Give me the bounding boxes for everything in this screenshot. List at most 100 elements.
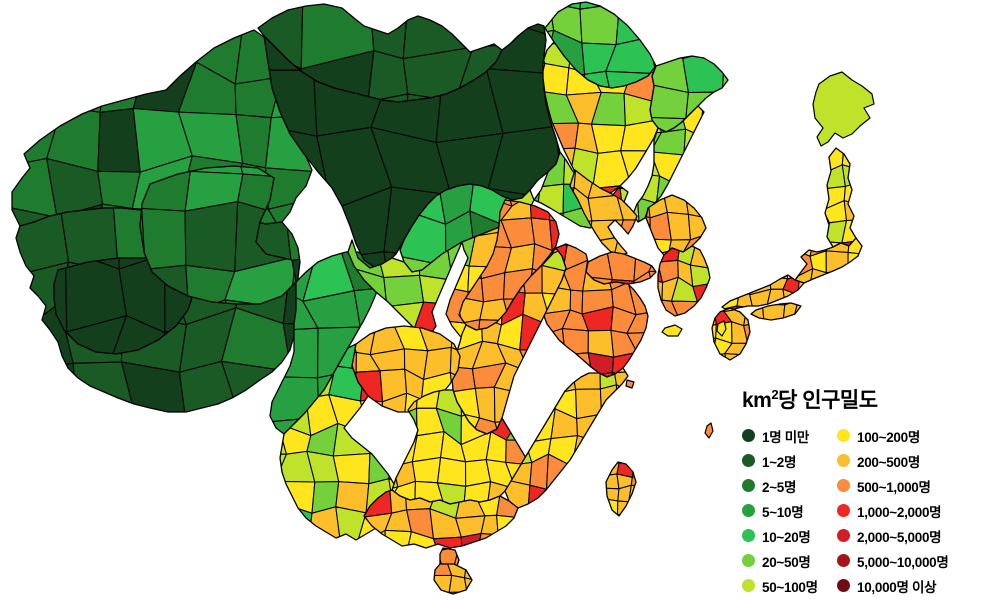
legend-item: 10~20명 — [742, 523, 837, 548]
map-county-cell — [606, 514, 619, 516]
map-county-cell — [544, 328, 566, 356]
legend: km2당 인구밀도 1명 미만 1~2명 2~5명 5~10명 10~20명 20~50명… — [706, 384, 988, 598]
map-county-cell — [687, 213, 706, 241]
map-county-cell — [606, 462, 622, 464]
map-county-cell — [656, 376, 675, 399]
map-county-cell — [528, 511, 557, 526]
map-county-cell — [0, 151, 11, 213]
map-county-cell — [591, 524, 624, 557]
map-county-cell — [858, 238, 862, 242]
legend-item-label: 1,000~2,000명 — [857, 504, 942, 520]
map-county-cell — [590, 123, 626, 154]
map-county-cell — [462, 481, 492, 504]
map-county-cell — [592, 499, 605, 516]
map-county-cell — [545, 486, 577, 508]
map-county-cell — [570, 485, 602, 502]
map-county-cell — [434, 591, 450, 594]
map-county-cell — [699, 181, 704, 204]
map-zone-tsushima — [716, 320, 727, 337]
map-county-cell — [794, 313, 801, 320]
map-county-cell — [579, 3, 621, 46]
map-county-cell — [619, 440, 628, 463]
map-county-cell — [12, 65, 13, 122]
map-county-cell — [816, 322, 837, 341]
map-county-cell — [606, 474, 608, 491]
map-county-cell — [721, 91, 728, 125]
map-county-cell — [689, 314, 710, 316]
map-county-cell — [122, 431, 188, 485]
map-county-cell — [828, 288, 845, 308]
map-county-cell — [497, 534, 518, 548]
map-county-cell — [633, 172, 661, 204]
map-county-cell — [447, 591, 468, 594]
map-county-cell — [712, 351, 717, 360]
map-county-cell — [463, 577, 472, 594]
map-county-cell — [603, 524, 619, 540]
map-county-cell — [475, 544, 495, 566]
legend-item: 1명 미만 — [742, 423, 837, 448]
map-county-cell — [572, 530, 599, 553]
map-county-cell — [367, 50, 409, 102]
map-county-cell — [193, 0, 262, 33]
map-county-cell — [843, 270, 862, 283]
legend-swatch-icon — [742, 529, 755, 542]
map-county-cell — [6, 413, 83, 485]
legend-item: 5,000~10,000명 — [837, 548, 949, 573]
legend-column-red: 100~200명 200~500명 500~1,000명 1,000~2,000명 2,… — [837, 423, 949, 598]
map-county-cell — [760, 321, 777, 338]
map-county-cell — [644, 412, 670, 442]
map-county-cell — [615, 2, 649, 46]
map-county-cell — [530, 338, 559, 372]
map-county-cell — [596, 410, 621, 443]
map-county-cell — [416, 592, 433, 611]
map-county-cell — [102, 30, 152, 73]
map-county-cell — [703, 195, 706, 196]
map-county-cell — [867, 207, 887, 227]
legend-swatch-icon — [837, 554, 850, 567]
legend-swatch-icon — [742, 454, 755, 467]
map-county-cell — [825, 270, 849, 283]
legend-item: 1,000~2,000명 — [837, 498, 948, 523]
map-county-cell — [825, 148, 829, 173]
map-county-cell — [441, 0, 491, 19]
map-county-cell — [683, 128, 704, 157]
map-county-cell — [780, 330, 795, 350]
map-county-cell — [858, 260, 886, 281]
map-zone-okinawa — [704, 422, 714, 439]
map-county-cell — [841, 164, 856, 187]
map-county-cell — [527, 484, 553, 508]
map-county-cell — [633, 397, 657, 422]
map-county-cell — [720, 25, 752, 52]
legend-item: 2,000~5,000명 — [837, 523, 948, 548]
map-county-cell — [383, 274, 425, 308]
map-county-cell — [739, 354, 750, 360]
map-county-cell — [493, 386, 530, 423]
map-county-cell — [650, 56, 684, 60]
map-zone-hokkaido — [812, 71, 875, 147]
map-county-cell — [865, 276, 883, 289]
map-county-cell — [756, 355, 778, 373]
map-county-cell — [798, 325, 818, 341]
map-county-cell — [642, 2, 656, 9]
map-county-cell — [861, 285, 881, 306]
map-zone-manchuria-plain — [542, 41, 659, 197]
map-county-cell — [611, 2, 653, 5]
map-county-cell — [766, 319, 785, 339]
map-county-cell — [656, 397, 677, 422]
legend-item-label: 2~5명 — [762, 479, 797, 495]
map-county-cell — [460, 4, 502, 17]
map-county-cell — [844, 289, 865, 304]
map-county-cell — [473, 583, 495, 604]
map-county-cell — [785, 325, 801, 341]
map-county-cell — [592, 488, 604, 501]
map-county-cell — [709, 247, 710, 269]
map-county-cell — [329, 538, 367, 540]
map-county-cell — [795, 238, 797, 254]
map-county-cell — [707, 246, 710, 249]
map-county-cell — [866, 240, 885, 267]
map-county-cell — [570, 500, 600, 508]
map-county-cell — [280, 503, 286, 540]
map-county-cell — [808, 334, 827, 351]
